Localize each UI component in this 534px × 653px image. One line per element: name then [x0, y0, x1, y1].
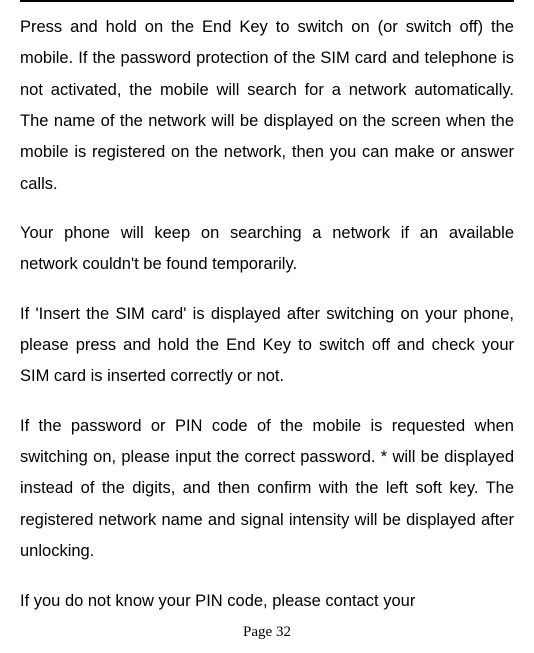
paragraph-5: If you do not know your PIN code, please… [20, 586, 514, 617]
top-divider [20, 0, 514, 2]
page-number: Page 32 [0, 624, 534, 641]
paragraph-4: If the password or PIN code of the mobil… [20, 411, 514, 568]
paragraph-2: Your phone will keep on searching a netw… [20, 218, 514, 281]
paragraph-1: Press and hold on the End Key to switch … [20, 12, 514, 200]
paragraph-3: If 'Insert the SIM card' is displayed af… [20, 299, 514, 393]
